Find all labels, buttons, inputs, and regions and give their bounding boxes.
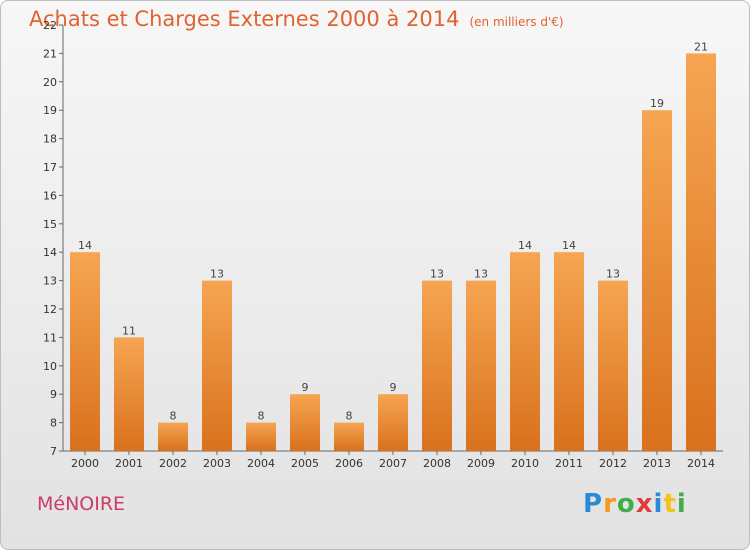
value-label-2012: 13 bbox=[606, 268, 620, 281]
x-tick-label-2009: 2009 bbox=[467, 457, 495, 470]
x-tick-label-2000: 2000 bbox=[71, 457, 99, 470]
y-tick-label: 12 bbox=[43, 303, 57, 316]
y-tick-label: 20 bbox=[43, 76, 57, 89]
logo-letter: x bbox=[635, 489, 654, 519]
logo-letter: r bbox=[603, 489, 617, 519]
y-tick-label: 18 bbox=[43, 133, 57, 146]
x-tick-label-2010: 2010 bbox=[511, 457, 539, 470]
y-tick-label: 11 bbox=[43, 331, 57, 344]
value-label-2009: 13 bbox=[474, 268, 488, 281]
bar-2009 bbox=[466, 280, 496, 451]
y-tick-label: 13 bbox=[43, 275, 57, 288]
x-tick-label-2003: 2003 bbox=[203, 457, 231, 470]
x-tick-label-2012: 2012 bbox=[599, 457, 627, 470]
value-label-2010: 14 bbox=[518, 239, 532, 252]
y-tick-label: 9 bbox=[50, 388, 57, 401]
value-label-2001: 11 bbox=[122, 324, 136, 337]
y-tick-label: 7 bbox=[50, 445, 57, 458]
bar-2005 bbox=[290, 394, 320, 451]
x-tick-label-2011: 2011 bbox=[555, 457, 583, 470]
bar-2006 bbox=[334, 422, 364, 451]
proxiti-logo: Proxiti bbox=[583, 489, 687, 519]
value-label-2000: 14 bbox=[78, 239, 92, 252]
bar-2001 bbox=[114, 337, 144, 451]
bar-2004 bbox=[246, 422, 276, 451]
chart-unit: (en milliers d'€) bbox=[469, 15, 564, 29]
y-tick-label: 17 bbox=[43, 161, 57, 174]
y-tick-label: 21 bbox=[43, 47, 57, 60]
x-tick-label-2004: 2004 bbox=[247, 457, 275, 470]
logo-letter: o bbox=[616, 489, 636, 519]
bar-2014 bbox=[686, 53, 716, 452]
logo-letter: i bbox=[653, 489, 664, 519]
logo-letter: P bbox=[583, 489, 604, 519]
value-label-2002: 8 bbox=[170, 410, 177, 423]
x-tick-label-2001: 2001 bbox=[115, 457, 143, 470]
value-label-2006: 8 bbox=[346, 410, 353, 423]
value-label-2007: 9 bbox=[390, 381, 397, 394]
value-label-2003: 13 bbox=[210, 268, 224, 281]
y-tick-label: 8 bbox=[50, 417, 57, 430]
value-label-2011: 14 bbox=[562, 239, 576, 252]
value-label-2008: 13 bbox=[430, 268, 444, 281]
bar-2002 bbox=[158, 422, 188, 451]
value-label-2004: 8 bbox=[258, 410, 265, 423]
y-tick-label: 16 bbox=[43, 189, 57, 202]
value-label-2014: 21 bbox=[694, 40, 708, 53]
bar-2012 bbox=[598, 280, 628, 451]
bar-2008 bbox=[422, 280, 452, 451]
bar-2003 bbox=[202, 280, 232, 451]
chart-title: Achats et Charges Externes 2000 à 2014 bbox=[29, 7, 460, 31]
x-tick-label-2014: 2014 bbox=[687, 457, 715, 470]
x-tick-label-2013: 2013 bbox=[643, 457, 671, 470]
y-tick-label: 15 bbox=[43, 218, 57, 231]
city-name: MéNOIRE bbox=[37, 493, 126, 515]
y-tick-label: 14 bbox=[43, 246, 57, 259]
logo-letter: t bbox=[663, 489, 677, 519]
logo-letter: i bbox=[676, 489, 687, 519]
bar-2000 bbox=[70, 252, 100, 451]
bar-2013 bbox=[642, 110, 672, 451]
y-tick-label: 19 bbox=[43, 104, 57, 117]
x-tick-label-2006: 2006 bbox=[335, 457, 363, 470]
x-tick-label-2008: 2008 bbox=[423, 457, 451, 470]
bar-2010 bbox=[510, 252, 540, 451]
x-tick-label-2007: 2007 bbox=[379, 457, 407, 470]
chart-title-block: Achats et Charges Externes 2000 à 2014 (e… bbox=[29, 7, 564, 31]
bar-2011 bbox=[554, 252, 584, 451]
y-tick-label: 10 bbox=[43, 360, 57, 373]
bar-2007 bbox=[378, 394, 408, 451]
x-tick-label-2002: 2002 bbox=[159, 457, 187, 470]
y-tick-label: 22 bbox=[43, 19, 57, 32]
value-label-2013: 19 bbox=[650, 97, 664, 110]
x-tick-label-2005: 2005 bbox=[291, 457, 319, 470]
value-label-2005: 9 bbox=[302, 381, 309, 394]
